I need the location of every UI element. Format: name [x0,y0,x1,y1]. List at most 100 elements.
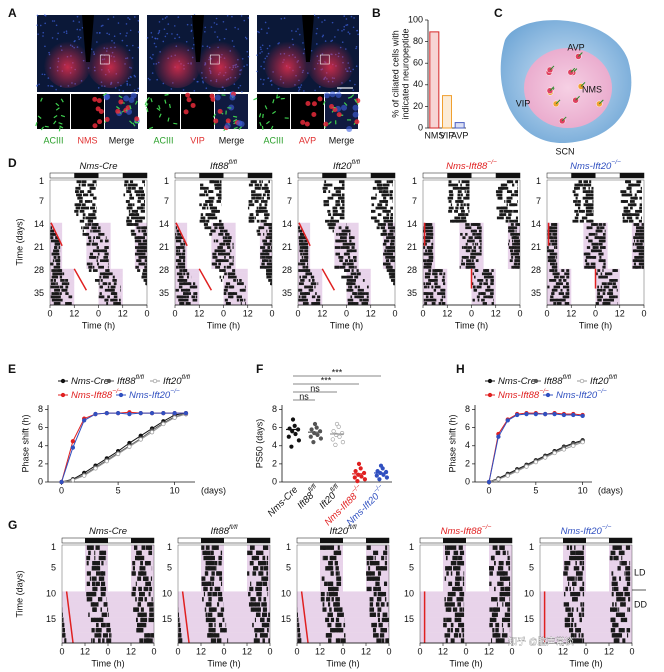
activity [640,206,642,210]
activity [306,252,309,256]
activity [380,597,382,602]
activity [51,252,57,256]
activity [144,597,147,602]
activity [207,633,212,638]
y-tick-label: 21 [159,242,169,252]
activity [178,249,181,253]
activity [311,295,316,299]
activity [423,226,429,230]
activity [213,617,215,623]
cilium [322,100,326,105]
dark-shade [175,226,188,230]
point [315,432,320,437]
activity [603,223,606,226]
nucleus [237,28,240,30]
activity [135,246,140,249]
activity [264,213,270,217]
activity [456,612,460,617]
activity [440,298,443,302]
activity [600,272,603,276]
activity [124,183,128,187]
activity [202,550,207,556]
activity [339,265,346,269]
nucleus [76,15,79,18]
activity [455,200,460,203]
y-tick-label: 21 [282,242,292,252]
activity [627,566,631,571]
activity [507,209,513,213]
activity [305,249,308,253]
activity [618,607,620,612]
activity [229,262,234,266]
dark-shade [50,291,75,296]
activity [343,193,345,197]
activity [383,617,388,623]
activity [357,292,362,295]
activity [146,262,147,266]
dark-shade [423,242,436,246]
activity [51,295,57,299]
y-tick-label: 2 [38,458,43,468]
activity [476,295,480,299]
y-tick-label: 28 [531,265,541,275]
activity [337,586,339,592]
activity [50,229,54,233]
activity [267,265,272,269]
cilium [259,121,262,127]
activity [189,285,196,289]
activity [298,628,300,633]
activity [236,282,241,286]
activity [203,586,206,592]
activity [135,193,141,197]
activity [219,275,222,279]
nucleus [267,27,270,30]
dark-shade [366,555,389,561]
activity [582,560,585,566]
activity [210,190,214,193]
activity [141,545,146,550]
activity [266,571,269,576]
stain-label: Merge [219,135,245,145]
activity [553,298,557,302]
activity [501,622,504,628]
activity [443,622,447,628]
y-tick-label: 10 [162,588,172,598]
nucleus [353,17,355,19]
activity [390,242,395,246]
dark-shade [298,298,323,302]
panel-letter: D [8,156,17,170]
activity [195,292,198,295]
activity [76,193,82,197]
activity [365,292,369,295]
x-tick-label: 12 [196,646,206,656]
activity [385,581,388,587]
dark-shade [443,575,466,582]
activity [126,216,130,220]
activity [356,269,359,272]
activity [458,545,463,550]
activity [369,607,371,612]
activity [582,638,585,643]
activity [565,282,569,286]
activity [144,566,146,571]
y-tick-label: 28 [159,265,169,275]
activity [357,288,360,292]
point [82,418,87,423]
y-tick-label: 6 [38,422,43,432]
activity [57,288,61,292]
activity [623,206,628,210]
activity [606,302,611,305]
genotype-title: Nms-Ift20−/− [561,524,612,536]
nucleus [218,89,220,92]
nucleus [343,15,346,17]
activity [574,638,578,643]
activity [592,200,594,203]
activity [210,566,216,571]
activity [251,190,256,193]
dark-shade [298,291,323,296]
cell [118,99,124,105]
nucleus [44,22,46,25]
inset-box [319,54,330,65]
activity [452,555,458,561]
activity [597,269,601,272]
